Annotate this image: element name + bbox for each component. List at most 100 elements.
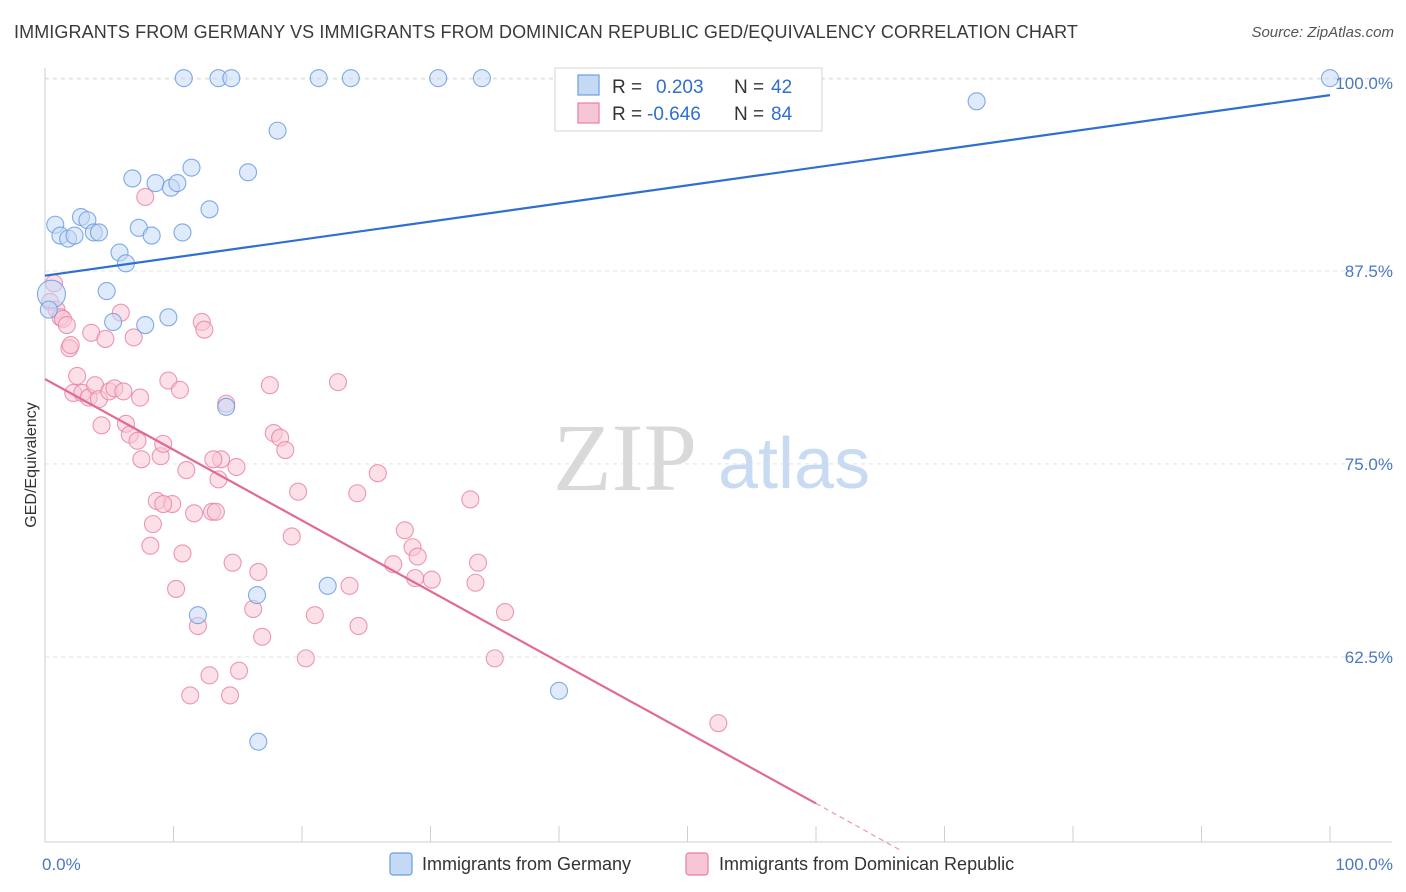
dominican-point-59	[276, 440, 295, 460]
dominican-point-38	[181, 686, 200, 705]
dominican-point-9	[68, 366, 87, 386]
germany-point-21	[173, 223, 192, 242]
dominican-point-24	[128, 431, 147, 450]
series-germany-points	[36, 69, 1340, 751]
dominican-point-36	[173, 544, 192, 563]
germany-point-34	[249, 732, 268, 751]
dominican-point-64	[328, 373, 348, 392]
y-tick-label-1: 75.0%	[1345, 455, 1393, 474]
dominican-point-50	[223, 553, 242, 572]
dominican-point-63	[305, 606, 324, 625]
germany-point-12	[104, 312, 123, 332]
dominican-point-25	[132, 450, 151, 469]
dominican-point-80	[709, 714, 728, 733]
stats-legend: R = 0.203 N = 42 R = -0.646 N = 84	[554, 67, 823, 132]
dominican-point-79	[495, 603, 515, 622]
dominican-point-55	[253, 627, 272, 646]
dominican-point-60	[282, 527, 301, 546]
dominican-point-81	[131, 388, 150, 407]
germany-point-33	[472, 69, 491, 88]
dominican-point-70	[395, 521, 414, 540]
dominican-point-54	[249, 562, 268, 582]
germany-point-16	[142, 226, 161, 245]
germany-point-39	[967, 92, 986, 111]
dominican-point-51	[227, 457, 246, 477]
germany-point-40	[1320, 69, 1340, 88]
axes	[44, 68, 1392, 843]
germany-point-38	[549, 681, 569, 700]
legend-n-label-germany: N =	[734, 77, 764, 98]
germany-point-29	[268, 121, 287, 140]
chart-title: IMMIGRANTS FROM GERMANY VS IMMIGRANTS FR…	[14, 22, 1078, 42]
bottom-legend-label-dominican: Immigrants from Dominican Republic	[719, 854, 1014, 874]
germany-point-28	[238, 163, 258, 182]
germany-point-30	[309, 69, 328, 88]
trend-line-dominican-extrapolated	[815, 802, 900, 851]
germany-point-41	[39, 300, 58, 319]
germany-point-32	[429, 69, 448, 88]
dominican-point-20	[114, 382, 133, 401]
dominican-point-67	[348, 484, 367, 503]
y-axis-title: GED/Equivalency	[23, 402, 40, 527]
legend-r-label-dominican: R =	[612, 104, 642, 125]
dominican-point-82	[204, 450, 223, 469]
dominican-point-43	[200, 666, 219, 685]
dominican-point-7	[61, 336, 80, 355]
germany-point-20	[168, 174, 187, 193]
legend-n-value-germany: 42	[771, 77, 792, 98]
germany-point-35	[247, 586, 267, 605]
y-tick-labels: 62.5% 75.0% 87.5% 100.0%	[1335, 74, 1393, 667]
germany-point-36	[188, 606, 207, 625]
dominican-point-39	[185, 504, 204, 523]
legend-n-label-dominican: N =	[734, 104, 764, 125]
germany-point-26	[222, 69, 241, 88]
bottom-legend-swatch-germany	[389, 852, 413, 876]
legend-swatch-dominican	[577, 102, 600, 124]
dominican-point-15	[92, 416, 111, 435]
source-label: Source: ZipAtlas.com	[1251, 24, 1394, 41]
dominican-point-27	[141, 536, 160, 555]
dominican-point-45	[206, 502, 225, 521]
dominican-point-72	[406, 569, 425, 588]
dominican-point-56	[260, 376, 279, 395]
dominican-point-52	[229, 661, 249, 680]
germany-point-37	[318, 576, 337, 595]
germany-point-18	[159, 308, 178, 327]
germany-point-15	[136, 315, 155, 335]
dominican-point-42	[195, 320, 214, 339]
dominican-point-68	[368, 464, 387, 483]
legend-r-value-germany: 0.203	[656, 77, 704, 98]
watermark-atlas: atlas	[718, 424, 870, 504]
legend-swatch-germany	[577, 74, 600, 96]
dominican-point-34	[167, 579, 186, 598]
dominican-point-73	[408, 547, 427, 566]
x-tick-label-0: 0.0%	[42, 855, 81, 874]
trend-line-dominican	[44, 378, 817, 805]
germany-point-11	[97, 282, 116, 301]
dominican-point-83	[154, 495, 173, 514]
germany-point-22	[174, 69, 193, 88]
x-tick-labels: 0.0% 100.0%	[42, 855, 1393, 874]
dominican-point-37	[177, 461, 196, 480]
germany-point-27	[217, 397, 236, 416]
trend-lines	[44, 94, 1331, 851]
dominican-point-65	[340, 576, 359, 595]
germany-point-23	[182, 158, 201, 177]
trend-line-germany	[44, 94, 1331, 277]
y-tick-label-0: 62.5%	[1345, 648, 1393, 667]
dominican-point-78	[485, 649, 504, 668]
dominican-point-28	[143, 515, 162, 534]
dominican-point-16	[96, 329, 115, 348]
germany-point-17	[146, 174, 165, 193]
legend-r-label-germany: R =	[612, 77, 642, 98]
bottom-legend-label-germany: Immigrants from Germany	[422, 854, 631, 874]
watermark-zip: ZIP	[553, 404, 697, 511]
x-tick-label-1: 100.0%	[1335, 855, 1393, 874]
dominican-point-76	[466, 573, 485, 592]
dominican-point-23	[124, 328, 143, 347]
dominican-point-26	[136, 187, 155, 207]
dominican-point-49	[220, 686, 240, 705]
germany-point-31	[341, 69, 360, 88]
dominican-point-77	[468, 553, 488, 572]
bottom-legend-swatch-dominican	[685, 852, 709, 876]
